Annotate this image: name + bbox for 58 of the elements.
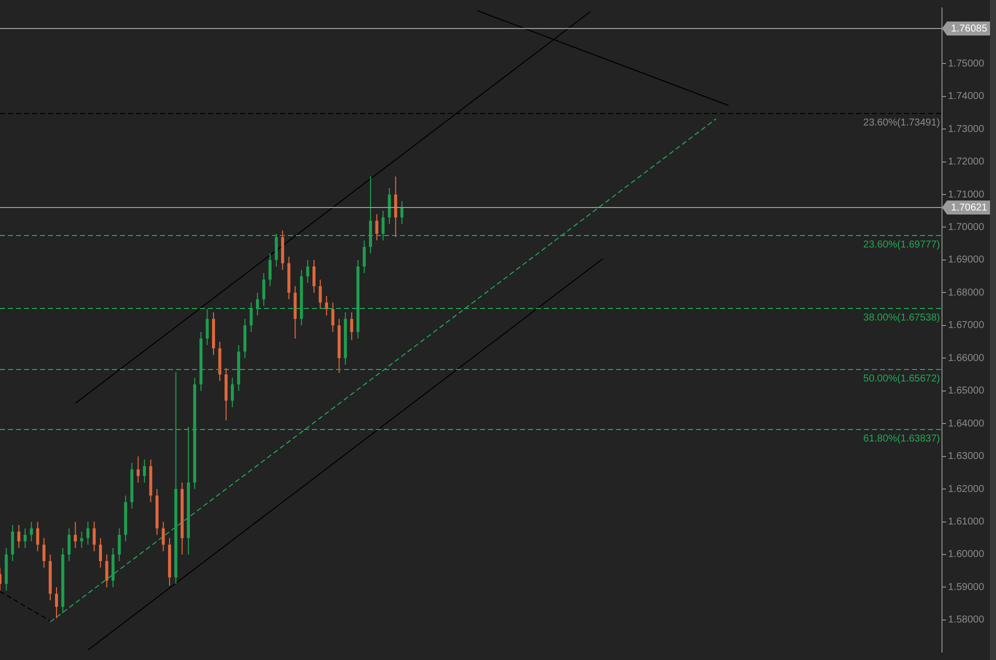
y-tick-label: 1.66000: [948, 352, 985, 364]
y-tick-label: 1.74000: [948, 91, 985, 102]
candlestick: [388, 187, 391, 224]
candlestick: [42, 538, 46, 568]
candlestick: [36, 521, 40, 552]
y-tick-label: 1.60000: [948, 549, 985, 560]
y-tick-label: 1.67000: [948, 320, 985, 332]
ref-line-label: 1.70621: [951, 202, 988, 214]
y-tick-label: 1.69000: [948, 254, 985, 266]
candlestick: [162, 521, 165, 552]
candlestick: [17, 524, 20, 548]
candlestick: [206, 308, 209, 346]
y-tick-label: 1.73000: [948, 124, 985, 135]
ref-line-label: 23.60%(1.73491): [863, 117, 940, 128]
y-tick-label: 1.58000: [948, 614, 985, 626]
candlestick: [136, 456, 140, 483]
candlestick: [318, 279, 322, 310]
candlestick: [55, 586, 58, 619]
ref-line-label: 23.60%(1.69777): [863, 239, 940, 250]
candlestick: [92, 521, 96, 552]
candlestick: [312, 259, 316, 294]
candlestick: [105, 554, 108, 588]
candlestick: [362, 240, 366, 274]
candlestick: [30, 521, 33, 542]
candlestick: [306, 259, 310, 284]
y-tick-label: 1.61000: [948, 516, 985, 528]
candlestick: [230, 377, 234, 408]
y-tick-label: 1.62000: [948, 484, 985, 495]
y-tick-label: 1.70000: [948, 222, 985, 233]
candlestick: [118, 528, 121, 562]
candlestick: [331, 302, 334, 332]
candlestick: [86, 521, 90, 546]
candlestick: [74, 521, 77, 548]
ref-line-label: 61.80%(1.63837): [863, 433, 940, 444]
candlestick: [142, 459, 146, 483]
ref-line-label: 50.00%(1.65672): [863, 373, 940, 384]
y-tick-label: 1.75000: [948, 58, 985, 70]
candlestick: [375, 214, 378, 241]
candlestick: [325, 295, 328, 316]
candlestick: [350, 312, 354, 341]
ref-line-label: 1.76085: [951, 23, 988, 34]
y-tick-label: 1.63000: [948, 451, 985, 462]
y-tick-label: 1.64000: [948, 418, 985, 430]
candlestick: [98, 538, 102, 568]
candlestick: [68, 528, 71, 562]
ref-line-label: 38.00%(1.67538): [863, 312, 940, 324]
y-tick-label: 1.59000: [948, 582, 985, 593]
y-tick-label: 1.68000: [948, 287, 985, 298]
candlestick: [11, 524, 14, 562]
candlestick: [268, 252, 272, 287]
candlestick: [394, 176, 398, 238]
candlestick: [400, 200, 404, 224]
y-tick-label: 1.72000: [948, 156, 985, 168]
y-tick-label: 1.71000: [948, 189, 985, 200]
candlestick: [80, 531, 84, 548]
candlestick: [262, 272, 266, 306]
y-tick-label: 1.65000: [948, 386, 985, 397]
candlestick: [24, 528, 27, 548]
